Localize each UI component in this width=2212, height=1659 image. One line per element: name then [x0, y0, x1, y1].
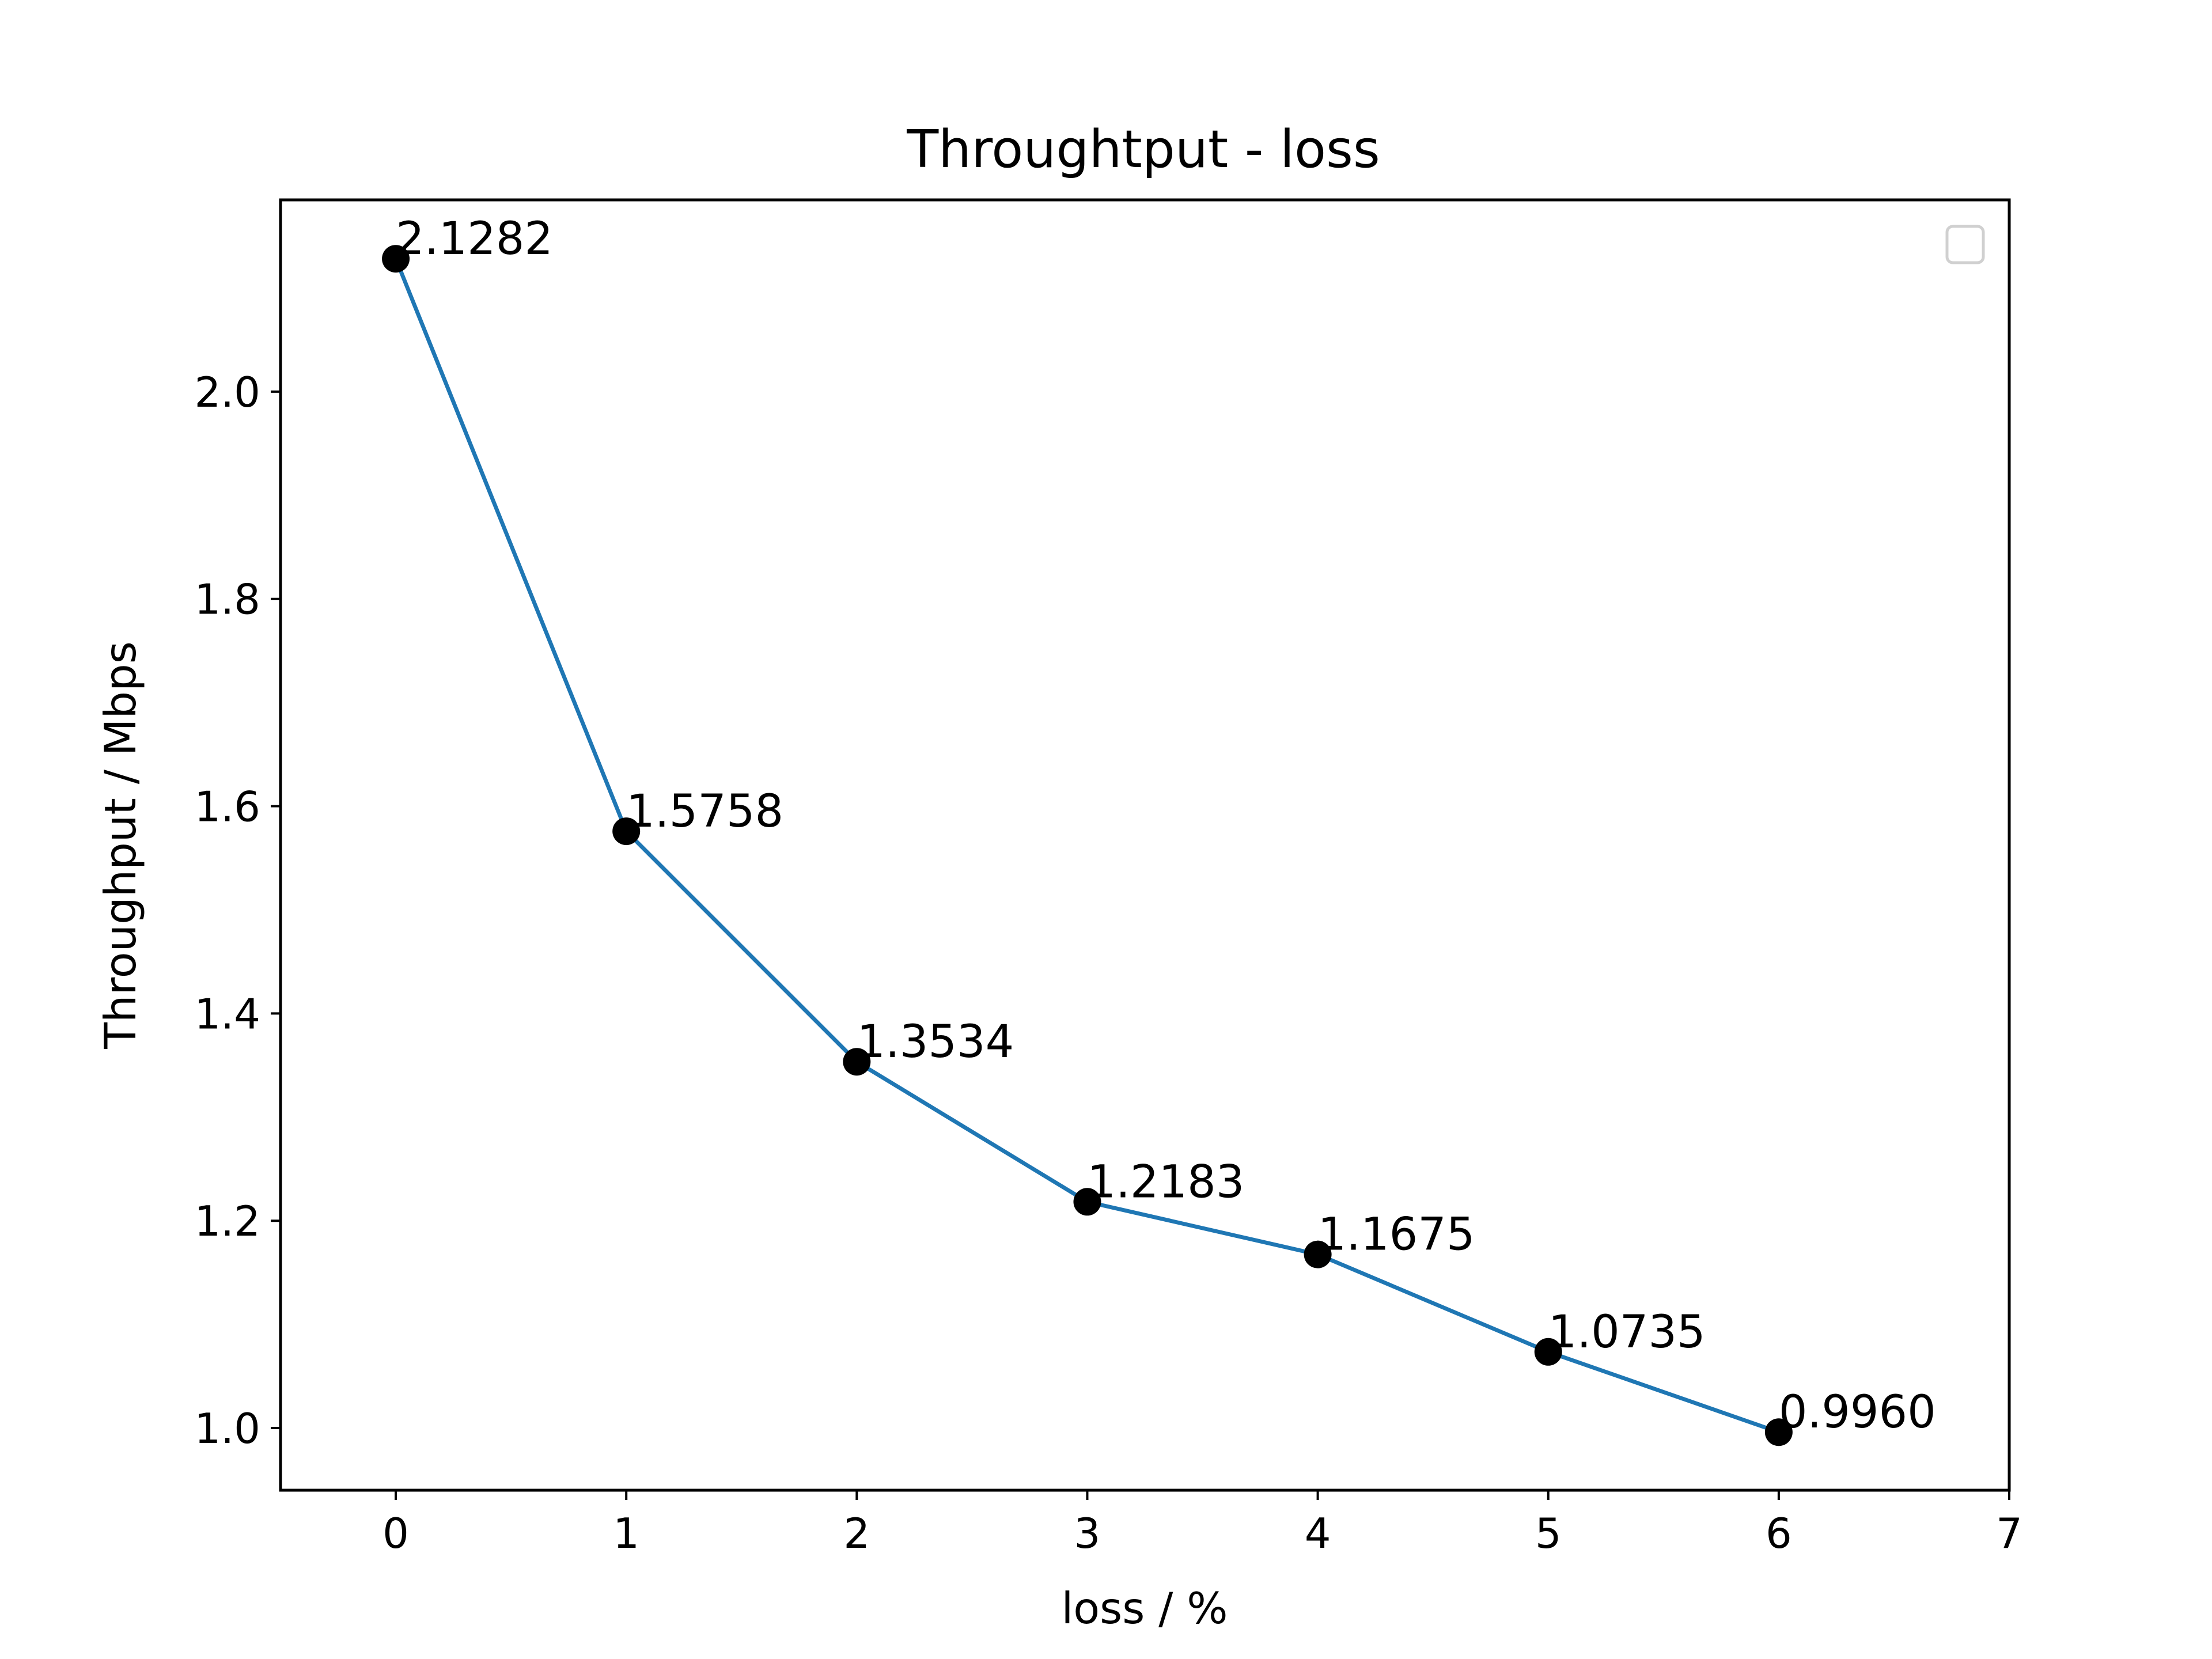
data-point — [382, 245, 410, 273]
y-tick-label: 2.0 — [194, 368, 260, 416]
data-label: 1.1675 — [1318, 1209, 1475, 1261]
y-tick-label: 1.8 — [194, 575, 260, 624]
x-axis: 0 1 2 3 4 5 6 7 — [382, 1490, 2022, 1558]
data-label: 0.9960 — [1779, 1387, 1936, 1438]
y-tick-label: 1.0 — [194, 1404, 260, 1453]
legend-box — [1945, 225, 1985, 264]
x-tick-label: 2 — [843, 1509, 870, 1558]
x-tick-label: 0 — [382, 1509, 409, 1558]
y-axis-label: Throughput / Mbps — [95, 641, 146, 1050]
y-axis: 1.0 1.2 1.4 1.6 1.8 2.0 — [194, 368, 281, 1453]
data-label: 1.0735 — [1548, 1306, 1706, 1358]
data-point — [1304, 1240, 1332, 1268]
chart-title: Throughtput - loss — [906, 119, 1380, 180]
data-label: 2.1282 — [396, 213, 553, 265]
x-axis-label: loss / % — [1061, 1583, 1228, 1634]
data-label: 1.2183 — [1087, 1156, 1244, 1208]
data-label: 1.5758 — [626, 786, 783, 838]
x-tick-label: 1 — [613, 1509, 639, 1558]
data-point — [612, 817, 641, 846]
data-label: 1.3534 — [857, 1016, 1014, 1068]
x-tick-label: 5 — [1535, 1509, 1562, 1558]
x-tick-label: 4 — [1305, 1509, 1331, 1558]
data-point — [1534, 1338, 1562, 1366]
y-tick-label: 1.6 — [194, 783, 260, 831]
plot-frame — [279, 198, 2011, 1492]
y-tick-label: 1.2 — [194, 1197, 260, 1245]
y-tick-label: 1.4 — [194, 990, 260, 1038]
data-point — [1073, 1188, 1101, 1216]
x-tick-label: 7 — [1996, 1509, 2022, 1558]
plot-area: 2.1282 1.5758 1.3534 1.2183 1.1675 1.0735 0.99… — [382, 213, 1936, 1446]
data-point — [1764, 1418, 1793, 1446]
x-tick-label: 3 — [1074, 1509, 1101, 1558]
data-point — [843, 1048, 871, 1076]
x-tick-label: 6 — [1766, 1509, 1792, 1558]
